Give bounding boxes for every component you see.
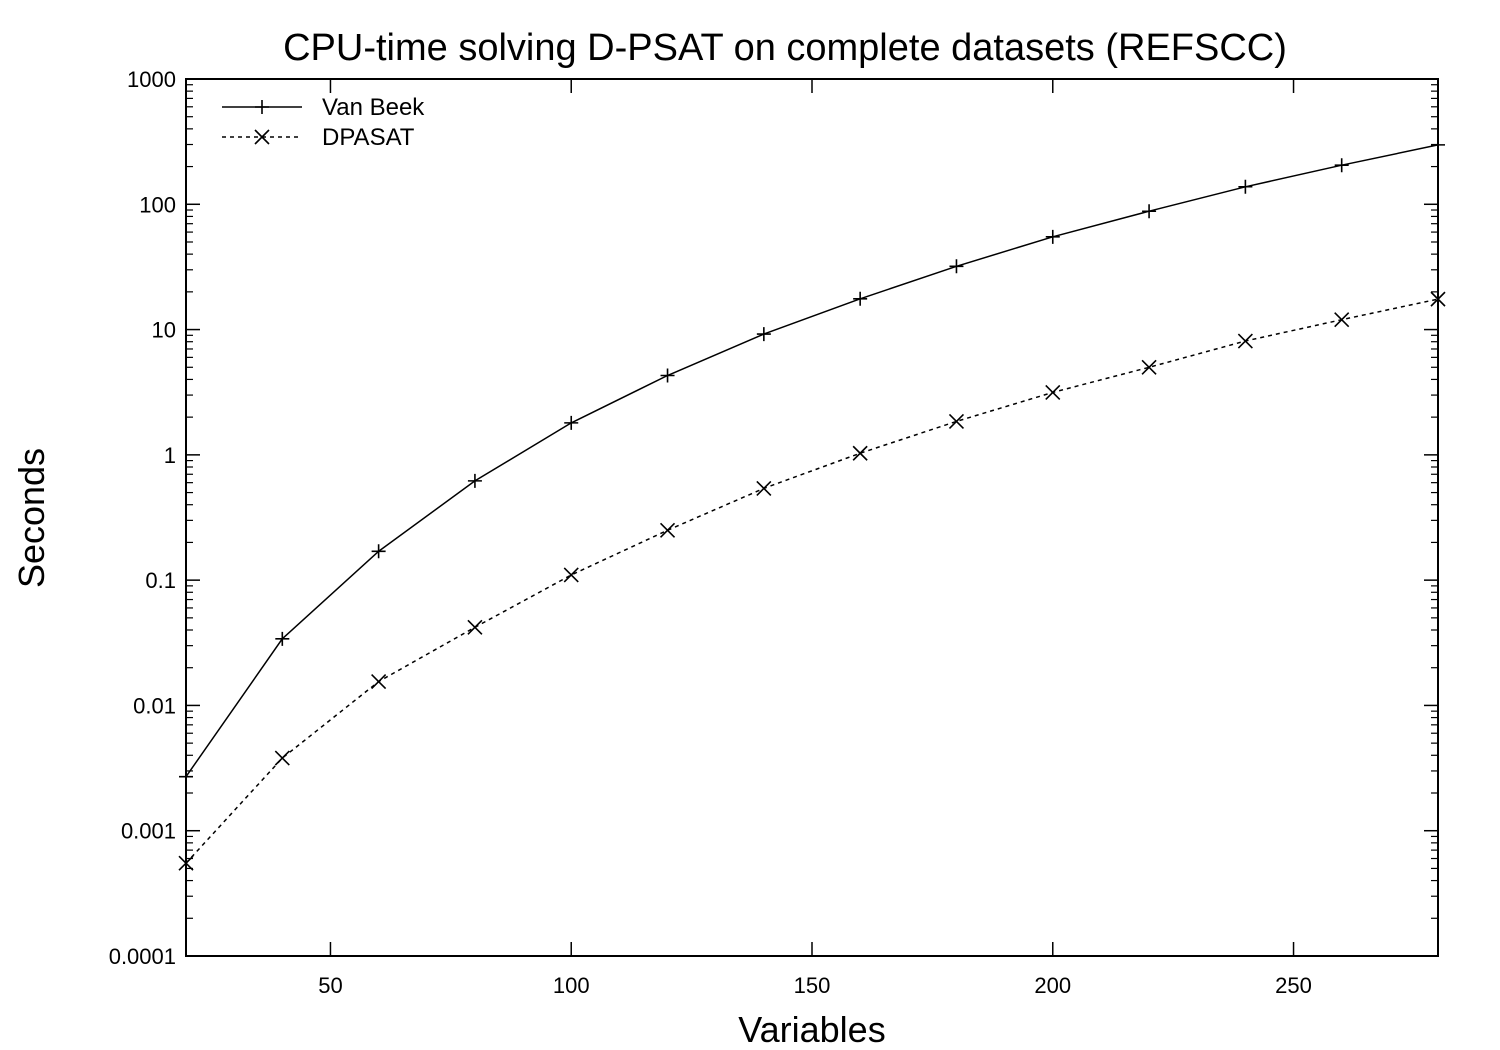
data-point-van-beek	[1142, 204, 1157, 219]
data-point-van-beek	[275, 631, 290, 646]
legend-marker-van-beek	[255, 100, 269, 114]
series-line-dpasat	[185, 298, 1439, 864]
x-tick-label: 150	[794, 973, 831, 998]
data-point-van-beek	[1238, 179, 1253, 194]
y-axis-title: Seconds	[11, 448, 52, 588]
data-point-van-beek	[949, 259, 964, 274]
data-point-van-beek	[660, 368, 675, 383]
data-point-van-beek	[467, 473, 482, 488]
data-point-dpasat	[1141, 359, 1157, 375]
data-point-dpasat	[1237, 333, 1253, 349]
data-point-dpasat	[1430, 291, 1446, 307]
data-point-dpasat	[659, 522, 676, 538]
data-point-dpasat	[563, 567, 579, 583]
legend-label-van-beek: Van Beek	[322, 94, 425, 121]
plot-area: 0.0001 0.001 0.01 0.1 1 10 100 1000 50 100 150 200 2…	[109, 67, 1446, 998]
data-point-dpasat	[1045, 384, 1061, 400]
data-point-van-beek	[564, 415, 579, 430]
data-point-van-beek	[371, 544, 386, 559]
chart-title: CPU-time solving D-PSAT on complete data…	[283, 27, 1287, 69]
data-point-van-beek	[1334, 158, 1349, 173]
data-point-dpasat	[467, 619, 483, 635]
x-tick-label: 250	[1275, 973, 1312, 998]
y-tick-label: 1000	[127, 67, 176, 92]
legend-marker-dpasat	[254, 129, 270, 145]
y-tick-label: 1	[164, 443, 176, 468]
data-point-dpasat	[274, 750, 290, 766]
y-tick-label: 0.01	[133, 693, 176, 718]
data-point-dpasat	[178, 855, 194, 871]
plot-frame	[185, 78, 1439, 957]
data-point-dpasat	[948, 413, 965, 429]
data-point-dpasat	[756, 480, 772, 496]
y-tick-label: 0.1	[145, 568, 176, 593]
data-point-dpasat	[852, 445, 868, 461]
x-tick-label: 100	[553, 973, 590, 998]
data-point-van-beek	[1045, 229, 1060, 244]
legend-label-dpasat: DPASAT	[322, 124, 415, 151]
data-point-dpasat	[1334, 312, 1350, 328]
x-tick-label: 200	[1034, 973, 1071, 998]
data-point-van-beek	[1431, 137, 1445, 152]
data-point-dpasat	[371, 674, 387, 690]
y-tick-label: 100	[139, 192, 176, 217]
x-axis-title: Variables	[738, 1009, 885, 1050]
data-point-van-beek	[756, 327, 771, 342]
data-point-van-beek	[853, 291, 868, 306]
y-tick-label: 10	[152, 318, 176, 343]
y-tick-label: 0.0001	[109, 944, 176, 969]
data-point-van-beek	[179, 769, 193, 784]
series-line-van-beek	[185, 144, 1439, 778]
y-tick-label: 0.001	[121, 819, 176, 844]
x-tick-label: 50	[318, 973, 342, 998]
